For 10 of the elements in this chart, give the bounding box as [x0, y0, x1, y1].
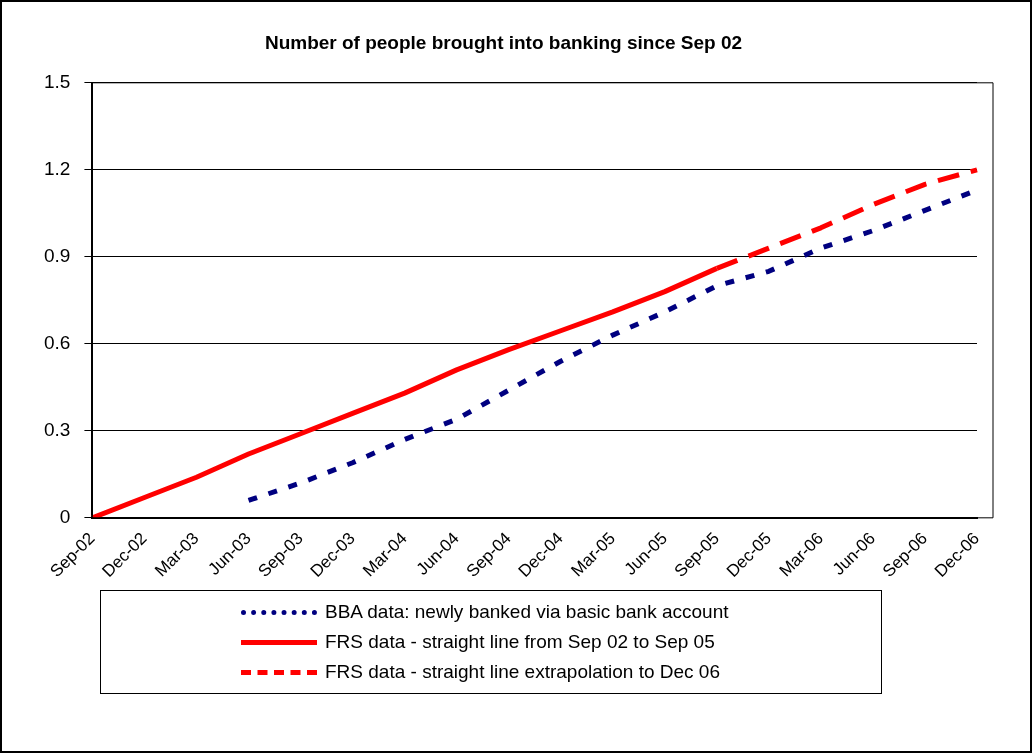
y-tick-label: 0.9 [43, 245, 71, 267]
y-tick-label: 0.3 [43, 419, 71, 441]
y-tick-label: 0 [59, 506, 71, 528]
y-tick-label: 1.2 [43, 158, 71, 180]
legend-label: FRS data - straight line extrapolation to Dec 06 [325, 661, 720, 683]
chart-title: Number of people brought into banking since Sep 02 [264, 31, 743, 53]
y-tick-label: 0.6 [43, 332, 71, 354]
legend-label: BBA data: newly banked via basic bank account [325, 601, 729, 623]
y-tick-label: 1.5 [43, 71, 71, 93]
legend-label: FRS data - straight line from Sep 02 to Sep 05 [325, 631, 715, 653]
